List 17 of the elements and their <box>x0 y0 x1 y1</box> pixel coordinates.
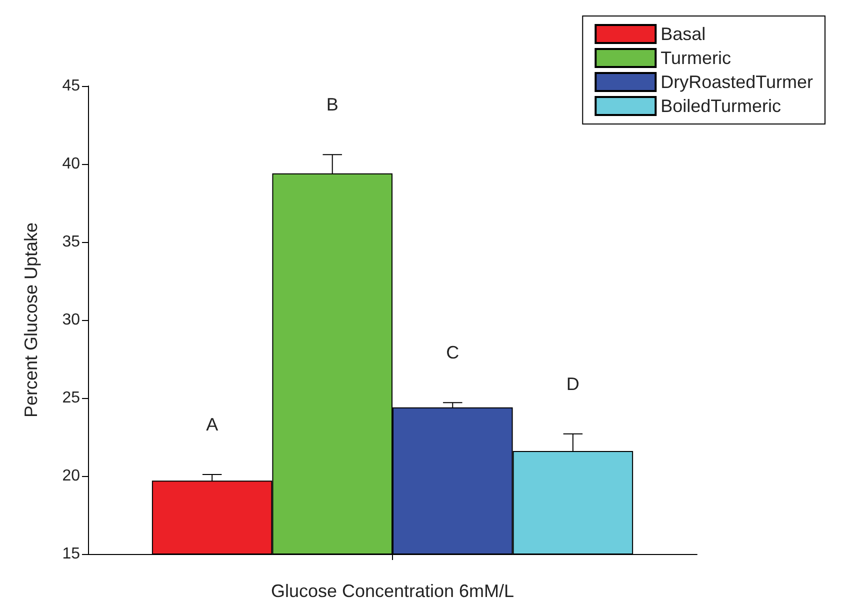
y-tick-label: 30 <box>62 312 80 328</box>
annotation: B <box>326 94 338 115</box>
annotation: D <box>566 374 580 394</box>
y-axis-title: Percent Glucose Uptake <box>21 222 41 418</box>
legend-label: DryRoastedTurmer <box>660 72 814 92</box>
y-tick-label: 25 <box>62 390 80 406</box>
legend-label: Basal <box>660 24 706 44</box>
y-tick-label: 15 <box>62 546 80 562</box>
legend-label: BoiledTurmeric <box>660 96 782 116</box>
y-tick-label: 20 <box>62 468 80 484</box>
legend-label: Turmeric <box>660 48 731 68</box>
y-tick-label: 45 <box>62 78 80 94</box>
annotation: A <box>206 414 218 434</box>
x-axis-title: Glucose Concentration 6mM/L <box>270 581 514 601</box>
y-tick-label: 40 <box>62 156 80 172</box>
annotation: C <box>446 342 460 363</box>
y-tick-label: 35 <box>62 234 80 250</box>
